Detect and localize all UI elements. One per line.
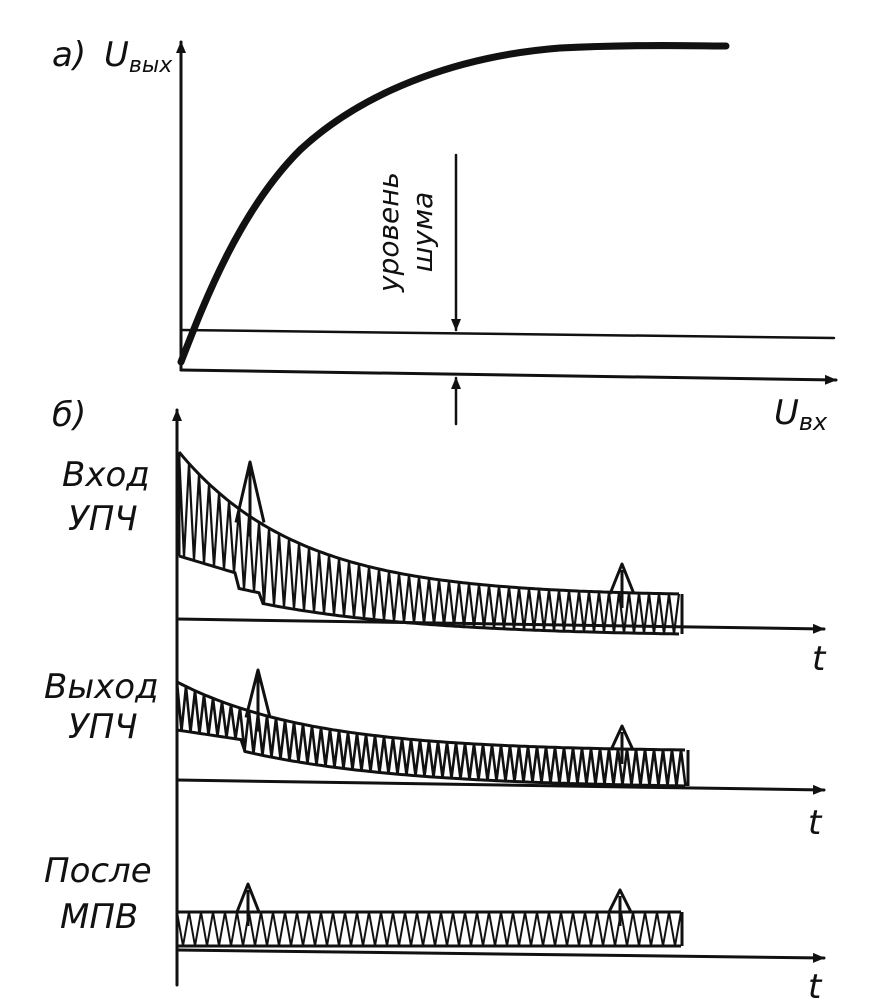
noise-annotation: уровень шума xyxy=(372,172,439,293)
time-label-1: t xyxy=(812,639,827,679)
row2-signal xyxy=(175,668,690,788)
noise-annotation-line1: уровень xyxy=(372,172,405,293)
y-axis-label: Uвых xyxy=(104,35,173,78)
row1-target-pulse-2 xyxy=(608,562,636,595)
row3-target-pulse-2 xyxy=(607,888,633,913)
row2-label-line1: Выход xyxy=(44,667,159,707)
row1-signal xyxy=(177,451,684,636)
row3-carrier xyxy=(176,911,682,947)
row1-envelope-bottom xyxy=(178,554,680,636)
panel-b-label: б) xyxy=(52,395,86,435)
row3-signal xyxy=(175,882,684,948)
row1-label-line2: УПЧ xyxy=(68,499,138,539)
row2-target-pulse-1 xyxy=(244,668,272,718)
panel-a-label: а) xyxy=(52,35,86,75)
row1-target-pulse-1 xyxy=(234,460,266,523)
noise-annotation-line2: шума xyxy=(406,192,439,272)
noise-level-line xyxy=(179,328,836,340)
panel-b: б) Вход УПЧ Выход УПЧ После МПВ t t t xyxy=(44,395,827,1007)
row3-label-line1: После xyxy=(44,851,152,891)
row2-target-pulse-2 xyxy=(609,724,635,751)
x-axis-label: Uвх xyxy=(774,393,828,436)
time-label-3: t xyxy=(808,967,823,1007)
time-label-2: t xyxy=(808,803,823,843)
time-axis-2 xyxy=(175,778,826,795)
row3-label-line2: МПВ xyxy=(60,897,138,937)
time-axis-1 xyxy=(175,617,826,634)
row2-envelope-bottom xyxy=(176,728,686,788)
row2-carrier xyxy=(175,681,687,787)
row1-label-line1: Вход xyxy=(62,455,150,495)
x-axis xyxy=(179,368,838,385)
time-axis-3 xyxy=(175,948,826,963)
row1-envelope-top xyxy=(177,451,679,596)
row3-target-pulse-1 xyxy=(235,882,261,913)
transfer-curve xyxy=(177,42,730,366)
panel-a: а) Uвых Uвх уровень шума xyxy=(52,35,838,436)
row2-envelope-top xyxy=(176,680,686,752)
row2-label-line2: УПЧ xyxy=(68,707,138,747)
